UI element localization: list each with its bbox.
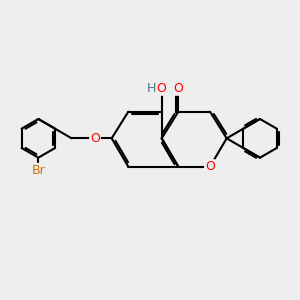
Text: Br: Br (32, 164, 45, 177)
Text: O: O (205, 160, 215, 173)
Text: H: H (146, 82, 156, 95)
Text: O: O (157, 82, 166, 95)
Text: O: O (173, 82, 183, 95)
Text: O: O (90, 132, 100, 145)
